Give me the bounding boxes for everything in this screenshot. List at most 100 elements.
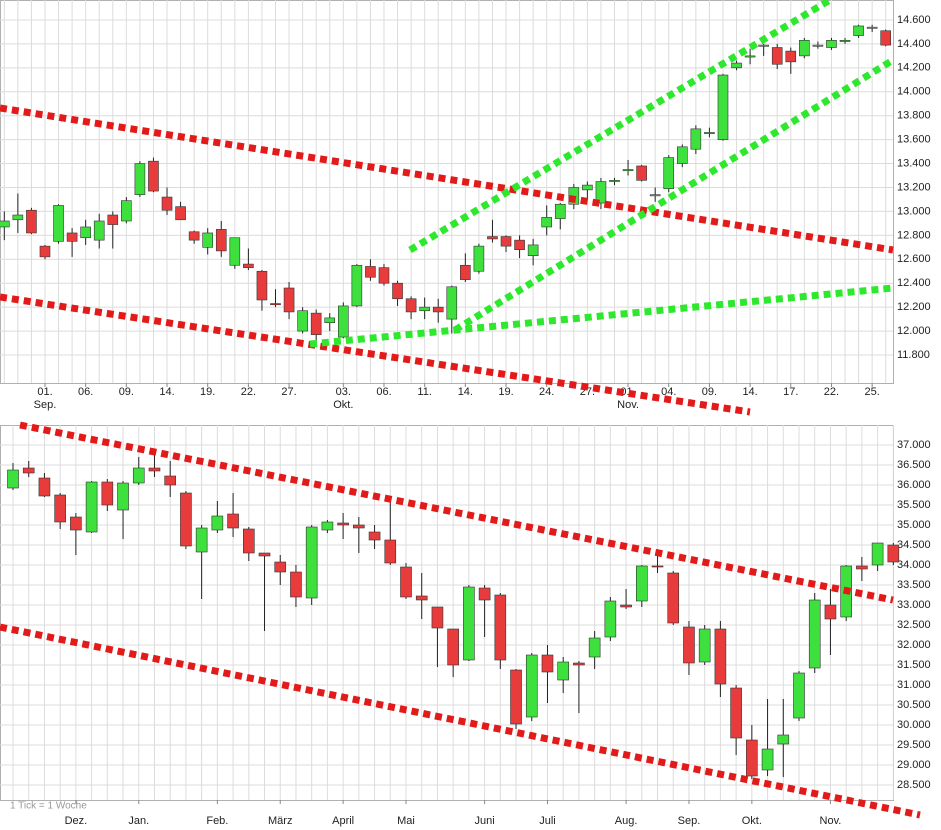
candle-body (473, 245, 485, 272)
plot-border (0, 0, 894, 384)
candle-body (215, 229, 227, 252)
x-tick-label: Juli (539, 815, 556, 827)
candle-body (405, 298, 417, 313)
month-label: Okt. (333, 399, 353, 411)
candle-body (582, 184, 593, 191)
y-tick-label: 12.600 (897, 253, 931, 265)
y-tick-label: 11.800 (897, 349, 930, 361)
month-label: Nov. (617, 399, 639, 411)
candle-body (636, 165, 647, 181)
candle-body (80, 226, 91, 239)
trend-line (309, 284, 894, 348)
candle-body (243, 263, 254, 268)
y-tick-label: 14.000 (897, 86, 931, 98)
candle-body (744, 55, 756, 58)
candle-body (305, 526, 318, 599)
chart-note: 1 Tick = 1 Woche (10, 801, 87, 812)
y-tick-label: 29.000 (897, 759, 931, 771)
y-tick-label: 14.600 (897, 14, 931, 26)
candle-body (447, 628, 459, 666)
trend-line (0, 623, 921, 819)
candle-body (463, 586, 475, 661)
candle-body (54, 494, 66, 523)
candle-body (419, 306, 430, 312)
candle-body (554, 203, 566, 219)
candle-body (887, 544, 900, 563)
candle-body (26, 209, 37, 234)
candle-body (826, 40, 837, 48)
candle-body (384, 539, 397, 564)
candle-body (714, 628, 727, 685)
x-tick-label: April (332, 815, 354, 827)
candle-body (188, 231, 200, 241)
candle-body (609, 180, 620, 182)
y-tick-label: 29.500 (897, 739, 931, 751)
y-tick-label: 32.000 (897, 639, 931, 651)
candle-body (541, 217, 553, 228)
x-tick-label: 17. (783, 386, 798, 398)
candle-body (297, 310, 308, 332)
x-tick-label: 14. (742, 386, 757, 398)
y-tick-label: 14.200 (897, 62, 931, 74)
candle-body (258, 552, 271, 557)
candle-body (460, 264, 471, 280)
candle-body (866, 26, 878, 29)
y-tick-label: 12.200 (897, 301, 931, 313)
candle-body (93, 220, 105, 241)
y-tick-label: 13.200 (897, 181, 931, 193)
candle-body (7, 469, 19, 489)
trend-line (408, 0, 832, 254)
candle-body (368, 531, 381, 541)
candle-body (12, 214, 24, 221)
candle-body (604, 600, 617, 638)
x-tick-label: März (268, 815, 292, 827)
candle-body (22, 467, 35, 474)
candle-body (731, 62, 742, 69)
month-label: Sep. (34, 399, 57, 411)
candle-body (478, 587, 491, 601)
candle-body (107, 214, 119, 225)
candle-body (446, 286, 458, 320)
candle-body (510, 669, 522, 725)
trend-lines (0, 0, 921, 819)
x-tick-label: Mai (397, 815, 415, 827)
candle-body (514, 239, 525, 251)
candle-body (812, 44, 824, 47)
candle-body (771, 47, 783, 65)
y-tick-label: 35.000 (897, 519, 931, 531)
candle-body (880, 30, 892, 46)
candle-body (53, 205, 64, 242)
candle-body (573, 662, 585, 666)
candle-body (378, 267, 390, 284)
candle-body (663, 157, 675, 189)
y-tick-label: 30.500 (897, 699, 931, 711)
y-tick-label: 13.800 (897, 110, 931, 122)
candle-body (856, 565, 868, 570)
y-tick-label: 12.800 (897, 229, 931, 241)
candle-body (853, 25, 864, 36)
candle-body (785, 50, 797, 63)
candle-body (690, 128, 702, 150)
y-tick-label: 34.500 (897, 539, 931, 551)
y-tick-label: 13.600 (897, 134, 931, 146)
candle-body (595, 181, 607, 204)
y-tick-label: 28.500 (897, 779, 931, 791)
x-tick-label: 27. (281, 386, 296, 398)
candle-body (353, 524, 365, 529)
candle-body (283, 287, 295, 313)
candle-body (365, 266, 376, 278)
candle-body (121, 200, 132, 222)
candle-body (525, 654, 538, 718)
y-tick-label: 33.500 (897, 579, 931, 591)
candle-body (229, 237, 241, 266)
candle-body (310, 312, 322, 335)
x-tick-label: 22. (824, 386, 839, 398)
x-tick-label: Feb. (206, 815, 228, 827)
x-tick-label: 25. (864, 386, 879, 398)
candle-body (415, 595, 428, 601)
candle-body (487, 236, 498, 240)
candle-body (202, 232, 213, 248)
candle-body (85, 481, 98, 533)
candle-body (793, 672, 805, 719)
